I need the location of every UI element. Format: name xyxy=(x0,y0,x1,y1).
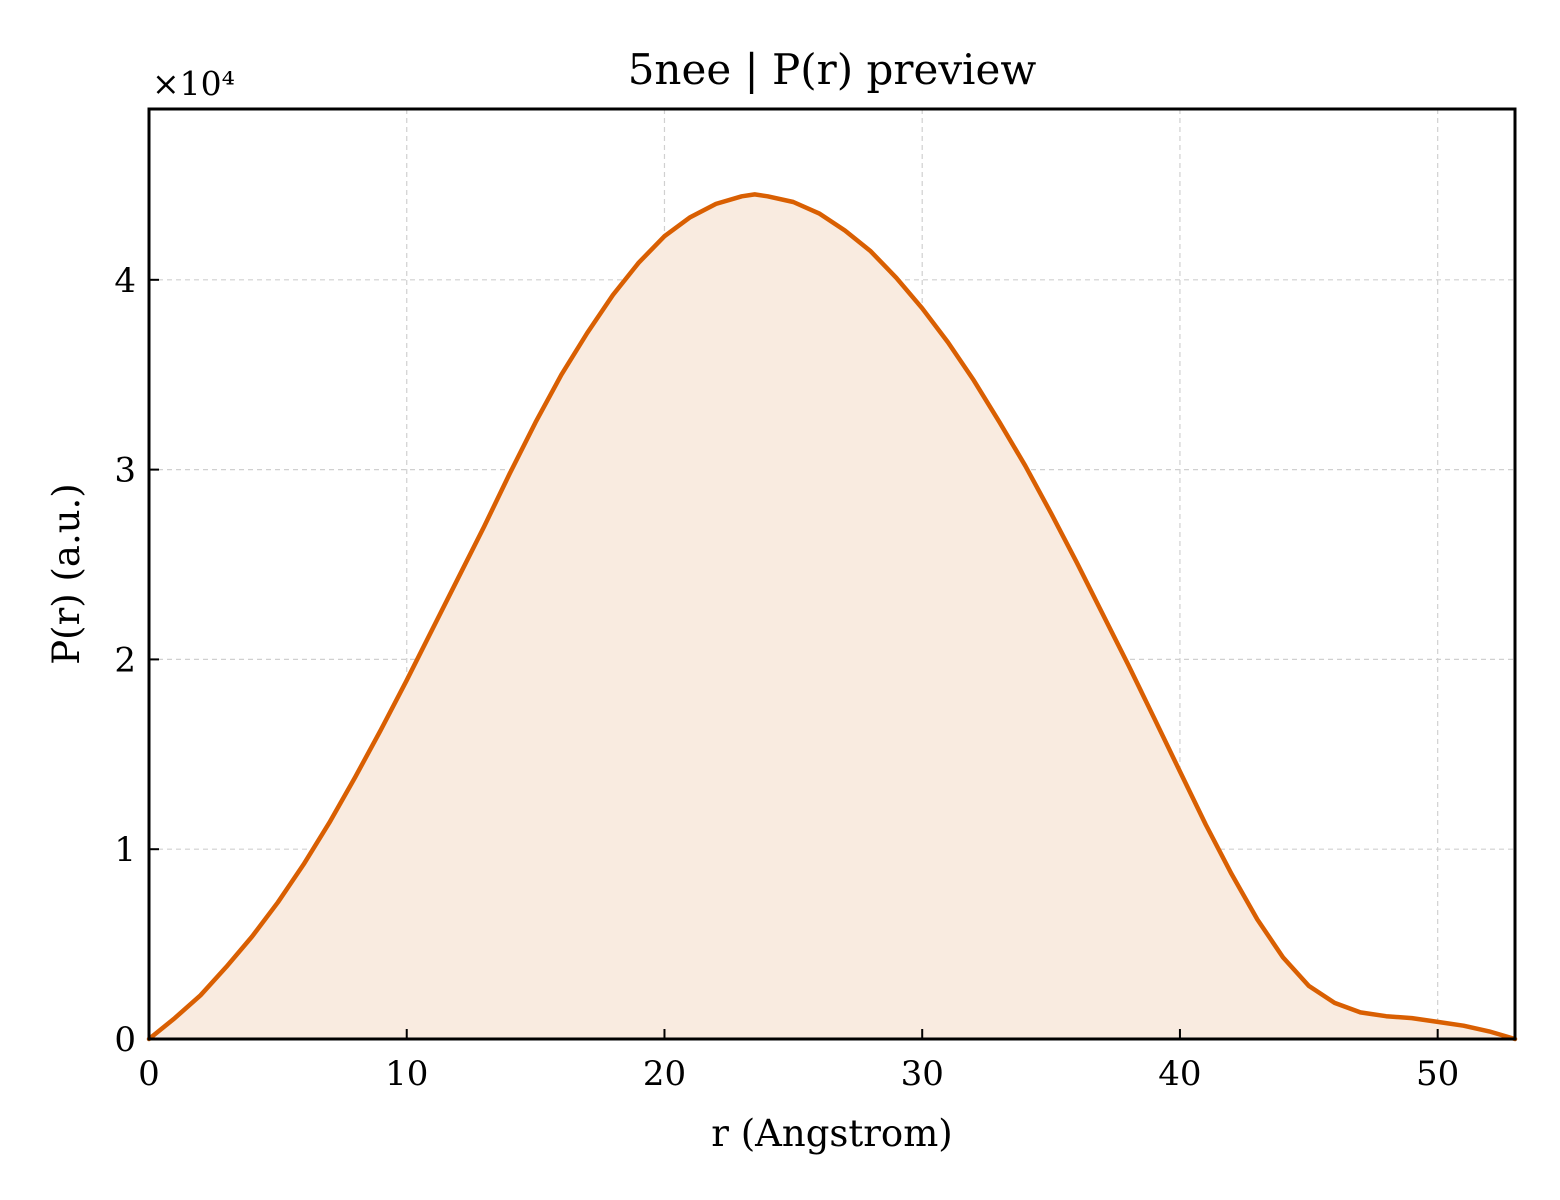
chart-title: 5nee | P(r) preview xyxy=(628,45,1037,94)
y-tick-label: 2 xyxy=(114,640,136,680)
y-axis-label: P(r) (a.u.) xyxy=(45,483,88,665)
x-tick-label: 50 xyxy=(1416,1054,1459,1094)
ticks: 0 10 20 30 40 50 0 1 2 3 4 xyxy=(114,261,1459,1094)
y-tick-label: 4 xyxy=(114,261,136,301)
area-fill xyxy=(149,194,1515,1039)
y-offset-label: ×10⁴ xyxy=(152,64,235,103)
x-tick-label: 20 xyxy=(643,1054,686,1094)
y-tick-label: 3 xyxy=(114,451,136,491)
x-axis-label: r (Angstrom) xyxy=(711,1112,952,1155)
plot-frame xyxy=(147,107,1517,1041)
y-tick-label: 0 xyxy=(114,1020,136,1060)
y-tick-label: 1 xyxy=(114,830,136,870)
x-tick-label: 10 xyxy=(385,1054,428,1094)
x-tick-label: 40 xyxy=(1158,1054,1201,1094)
series-line xyxy=(146,192,1518,1042)
x-tick-label: 0 xyxy=(138,1054,160,1094)
x-tick-label: 30 xyxy=(901,1054,944,1094)
